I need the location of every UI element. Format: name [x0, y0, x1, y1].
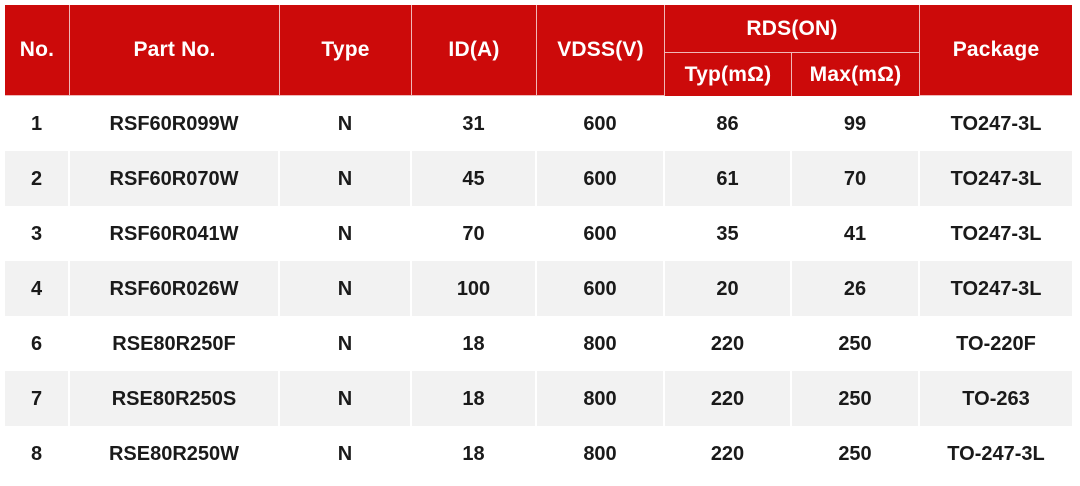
- header-row-primary: No. Part No. Type ID(A) VDSS(V) RDS(ON) …: [5, 5, 1073, 96]
- cell-rds-typ: 220: [665, 426, 792, 481]
- cell-rds-max: 26: [792, 261, 921, 316]
- cell-no: 7: [5, 371, 70, 426]
- cell-rds-typ: 220: [665, 371, 792, 426]
- table-row: 1 RSF60R099W N 31 600 86 99 TO247-3L: [5, 96, 1073, 151]
- column-header-part-no: Part No.: [70, 5, 280, 96]
- cell-part-no: RSF60R041W: [70, 206, 280, 261]
- cell-package: TO247-3L: [920, 206, 1073, 261]
- cell-id-a: 70: [412, 206, 537, 261]
- cell-vdss-v: 800: [537, 426, 665, 481]
- cell-no: 3: [5, 206, 70, 261]
- column-header-vdss-v: VDSS(V): [537, 5, 665, 96]
- cell-rds-typ: 20: [665, 261, 792, 316]
- table-body: 1 RSF60R099W N 31 600 86 99 TO247-3L 2 R…: [5, 96, 1073, 481]
- cell-package: TO247-3L: [920, 151, 1073, 206]
- cell-rds-typ: 220: [665, 316, 792, 371]
- cell-id-a: 31: [412, 96, 537, 151]
- column-header-package: Package: [920, 5, 1073, 96]
- cell-rds-typ: 35: [665, 206, 792, 261]
- cell-id-a: 100: [412, 261, 537, 316]
- table-row: 6 RSE80R250F N 18 800 220 250 TO-220F: [5, 316, 1073, 371]
- cell-type: N: [280, 426, 412, 481]
- cell-part-no: RSF60R070W: [70, 151, 280, 206]
- cell-type: N: [280, 261, 412, 316]
- cell-part-no: RSF60R026W: [70, 261, 280, 316]
- cell-type: N: [280, 96, 412, 151]
- cell-rds-typ: 86: [665, 96, 792, 151]
- cell-vdss-v: 600: [537, 261, 665, 316]
- cell-rds-max: 250: [792, 426, 921, 481]
- cell-type: N: [280, 316, 412, 371]
- cell-part-no: RSF60R099W: [70, 96, 280, 151]
- cell-type: N: [280, 206, 412, 261]
- table-row: 2 RSF60R070W N 45 600 61 70 TO247-3L: [5, 151, 1073, 206]
- cell-package: TO247-3L: [920, 96, 1073, 151]
- cell-no: 4: [5, 261, 70, 316]
- table-row: 7 RSE80R250S N 18 800 220 250 TO-263: [5, 371, 1073, 426]
- cell-rds-max: 99: [792, 96, 921, 151]
- table-row: 8 RSE80R250W N 18 800 220 250 TO-247-3L: [5, 426, 1073, 481]
- cell-vdss-v: 600: [537, 96, 665, 151]
- cell-id-a: 18: [412, 371, 537, 426]
- column-header-id-a: ID(A): [412, 5, 537, 96]
- cell-type: N: [280, 371, 412, 426]
- cell-package: TO-247-3L: [920, 426, 1073, 481]
- column-header-no: No.: [5, 5, 70, 96]
- cell-rds-max: 250: [792, 371, 921, 426]
- cell-package: TO-220F: [920, 316, 1073, 371]
- mosfet-spec-table: No. Part No. Type ID(A) VDSS(V) RDS(ON) …: [5, 5, 1073, 481]
- cell-no: 6: [5, 316, 70, 371]
- cell-rds-typ: 61: [665, 151, 792, 206]
- cell-type: N: [280, 151, 412, 206]
- cell-package: TO247-3L: [920, 261, 1073, 316]
- header-row-secondary: Typ(mΩ) Max(mΩ): [5, 53, 1072, 96]
- table-row: 4 RSF60R026W N 100 600 20 26 TO247-3L: [5, 261, 1073, 316]
- cell-rds-max: 41: [792, 206, 921, 261]
- cell-no: 1: [5, 96, 70, 151]
- column-header-rds-max: Max(mΩ): [792, 53, 921, 96]
- cell-no: 2: [5, 151, 70, 206]
- column-header-type: Type: [280, 5, 412, 96]
- cell-no: 8: [5, 426, 70, 481]
- cell-vdss-v: 600: [537, 151, 665, 206]
- cell-rds-max: 70: [792, 151, 921, 206]
- cell-vdss-v: 800: [537, 371, 665, 426]
- table-row: 3 RSF60R041W N 70 600 35 41 TO247-3L: [5, 206, 1073, 261]
- column-header-group-rds-on: RDS(ON): [665, 5, 921, 53]
- cell-id-a: 18: [412, 316, 537, 371]
- table-header: No. Part No. Type ID(A) VDSS(V) RDS(ON) …: [5, 5, 1073, 96]
- cell-id-a: 45: [412, 151, 537, 206]
- cell-part-no: RSE80R250S: [70, 371, 280, 426]
- cell-vdss-v: 800: [537, 316, 665, 371]
- cell-id-a: 18: [412, 426, 537, 481]
- cell-vdss-v: 600: [537, 206, 665, 261]
- cell-package: TO-263: [920, 371, 1073, 426]
- column-header-rds-typ: Typ(mΩ): [665, 53, 792, 96]
- cell-part-no: RSE80R250F: [70, 316, 280, 371]
- cell-part-no: RSE80R250W: [70, 426, 280, 481]
- cell-rds-max: 250: [792, 316, 921, 371]
